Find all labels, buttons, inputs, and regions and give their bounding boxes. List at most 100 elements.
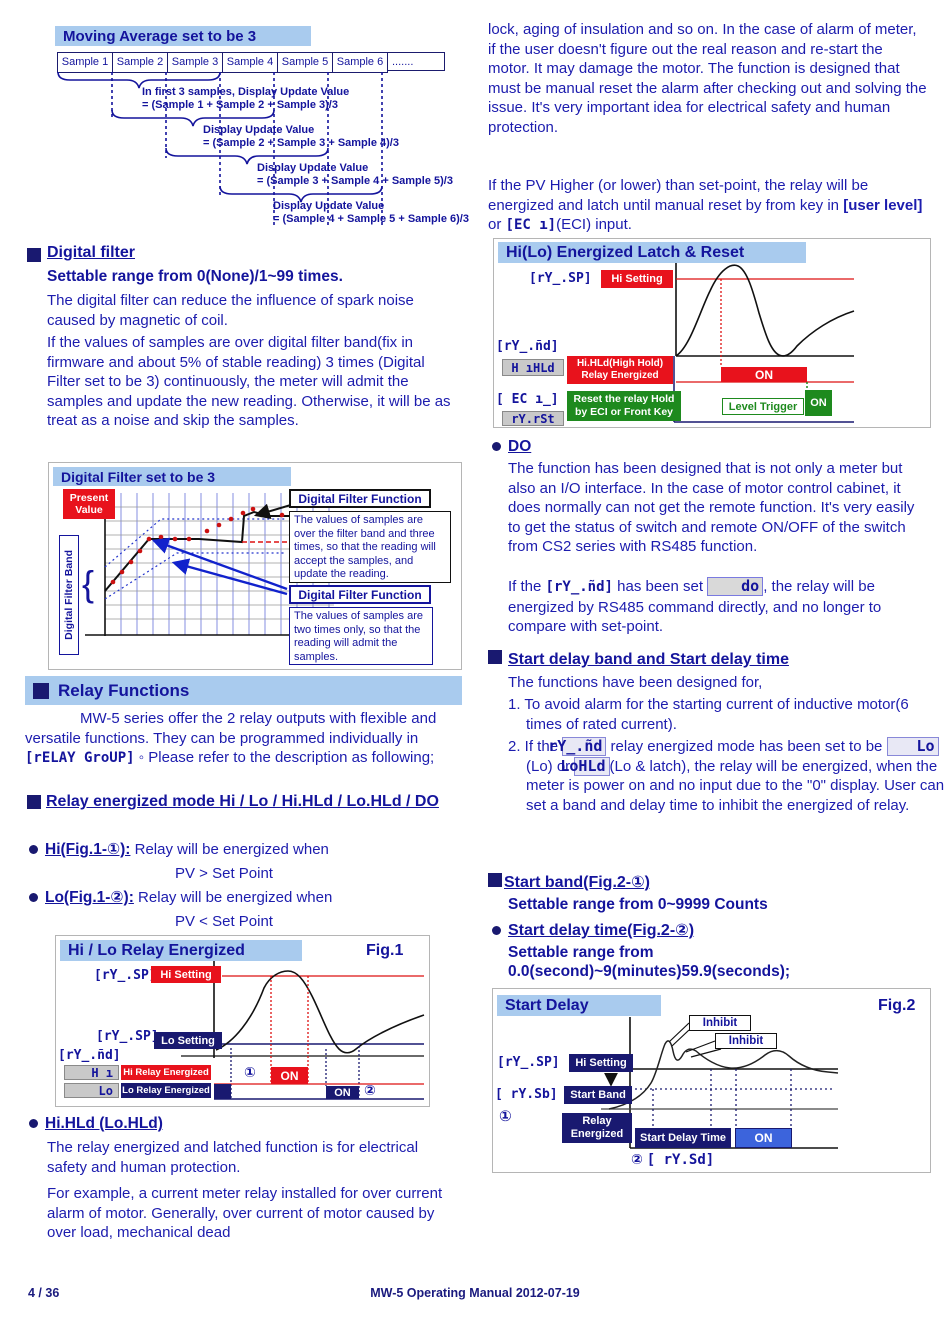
latch-plot — [673, 261, 855, 423]
hi-setting-box: Hi Setting — [151, 966, 221, 983]
hi-relay-energized-box: Hi Relay Energized — [121, 1065, 211, 1080]
header-square-icon — [33, 682, 49, 699]
df-diagram-title: Digital Filter set to be 3 — [61, 468, 216, 485]
rysp-hi-code: [rY_.SP] — [94, 968, 157, 983]
start-delay-time-heading: Start delay time(Fig.2-②) — [492, 920, 694, 940]
hihld-p2: For example, a current meter relay insta… — [47, 1185, 443, 1241]
digital-filter-p1: The digital filter can reduce the influe… — [47, 292, 414, 329]
start-delay-heading: Start delay band and Start delay time — [488, 650, 789, 669]
pv-curve — [608, 1040, 839, 1110]
bullet-square-icon — [27, 248, 41, 262]
avg-annotation-1: In first 3 samples, Display Update Value… — [142, 86, 350, 111]
user-level-bold: [user level] — [843, 196, 923, 214]
lo-on-box: ON — [326, 1086, 359, 1099]
circle-1: ① — [499, 1108, 512, 1125]
filter-band-lines — [104, 518, 286, 600]
df-plot — [85, 491, 349, 636]
df-callout1-title: Digital Filter Function — [289, 489, 431, 508]
fig2-title: Start Delay — [505, 996, 589, 1014]
hi-setting-box: Hi Setting — [569, 1054, 633, 1072]
eci-code: [ EC ı_] — [496, 392, 559, 407]
df-diagram-title-bar: Digital Filter set to be 3 — [53, 467, 291, 486]
bullet-dot-icon — [492, 926, 501, 935]
bullet-dot-icon — [29, 1119, 38, 1128]
lo-mode-line2: PV < Set Point — [175, 913, 273, 930]
start-delay-item2: 2. If the rY_.ñd relay energized mode ha… — [508, 737, 945, 814]
latch-title-bar: Hi(Lo) Energized Latch & Reset — [498, 242, 806, 263]
rysp-lo-code: [rY_.SP] — [96, 1029, 159, 1044]
callout2-arrow-2 — [171, 558, 288, 596]
hi-mode-line2: PV > Set Point — [175, 865, 273, 882]
moving-average-lines — [57, 71, 383, 226]
sample-box: Sample 5 — [277, 52, 333, 73]
lo-mode-bullet: Lo(Fig.1-②): Relay will be energized whe… — [29, 888, 459, 908]
rymd-code: [rY_.ñd] — [58, 1048, 121, 1063]
lo-inline-box: Lo — [886, 737, 939, 756]
hi-code-box: H ı — [64, 1065, 119, 1080]
rysp-code: [rY_.SP] — [529, 271, 592, 286]
fig1-title: Hi / Lo Relay Energized — [68, 941, 245, 959]
level-trigger-box: Level Trigger — [722, 398, 804, 415]
fig1-hi-lo-relay: Hi / Lo Relay Energized Fig.1 [rY_.SP] H… — [55, 935, 430, 1107]
lo-initial-on — [214, 1084, 231, 1099]
df-callout1-body: The values of samples are over the filte… — [289, 511, 451, 583]
fig2-start-delay: Start Delay Fig.2 Inhibit Inhibit [rY_.S… — [492, 988, 931, 1173]
footer-page-number: 4 / 36 — [28, 1286, 60, 1300]
fig2-label: Fig.2 — [878, 997, 916, 1014]
fig2-on-box: ON — [735, 1128, 792, 1148]
lo-code-box: Lo — [64, 1083, 119, 1098]
filter-band-axis-label: Digital Filter Band — [59, 535, 79, 655]
rymd-code: [rY_.ñd] — [496, 339, 559, 354]
rysp-code: [rY_.SP] — [497, 1055, 560, 1070]
digital-filter-diagram: Digital Filter set to be 3 Present Value … — [48, 462, 462, 670]
hihld-p1: The relay energized and latched function… — [47, 1139, 419, 1176]
df-callout2-title: Digital Filter Function — [289, 585, 431, 604]
ryrst-code-box: rY.rSt — [502, 411, 564, 426]
start-band-range: Settable range from 0~9999 Counts — [508, 896, 768, 913]
bullet-dot-icon — [29, 845, 38, 854]
df-callout2-body: The values of samples are two times only… — [289, 607, 433, 665]
do-p2: If the [rY_.ñd] has been set do, the rel… — [508, 577, 882, 635]
bullet-dot-icon — [492, 442, 501, 451]
moving-average-title: Moving Average set to be 3 — [63, 27, 257, 45]
do-p1: The function has been designed that is n… — [508, 460, 915, 555]
sample-box: Sample 1 — [57, 52, 113, 73]
rymd-inline-code: [rY_.ñd] — [545, 579, 613, 595]
rymd-inline-box: rY_.ñd — [548, 737, 607, 756]
do-heading: DO — [492, 437, 531, 457]
relay-functions-title: Relay Functions — [58, 680, 190, 700]
sample-box: Sample 6 — [332, 52, 388, 73]
start-band-box: Start Band — [564, 1086, 632, 1104]
relay-group-code: [rELAY GroUP] — [25, 750, 135, 766]
start-delay-time-range1: Settable range from — [508, 944, 654, 961]
hi-setting-box: Hi Setting — [601, 270, 673, 288]
lo-relay-energized-box: Lo Relay Energized — [121, 1083, 211, 1098]
fig1-title-bar: Hi / Lo Relay Energized — [60, 940, 302, 961]
footer-title: MW-5 Operating Manual 2012-07-19 — [370, 1286, 580, 1300]
circle-2: ② — [364, 1082, 376, 1098]
avg-annotation-2: Display Update Value = (Sample 2 + Sample… — [203, 124, 399, 149]
do-value-box: do — [707, 577, 764, 596]
moving-average-title-bar: Moving Average set to be 3 — [55, 26, 311, 46]
fig2-title-bar: Start Delay — [497, 995, 661, 1016]
fig1-label: Fig.1 — [366, 942, 404, 959]
relay-functions-header: Relay Functions — [25, 676, 462, 705]
latch-reset-figure: Hi(Lo) Energized Latch & Reset [rY_.SP] … — [493, 238, 931, 428]
latch-on-bar: ON — [721, 367, 807, 382]
avg-annotation-4: Display Update Value = (Sample 4 + Sample… — [273, 200, 469, 225]
bullet-square-icon — [488, 650, 502, 664]
rysb-code: [ rY.Sb] — [495, 1087, 558, 1102]
bullet-square-icon — [488, 873, 502, 887]
hihld-relay-box: Hi.HLd(High Hold) Relay Energized — [567, 356, 673, 384]
hi-on-box: ON — [271, 1067, 308, 1084]
fig1-plot — [181, 960, 425, 1100]
right-p1: lock, aging of insulation and so on. In … — [488, 21, 927, 136]
start-delay-time-box: Start Delay Time — [635, 1128, 731, 1148]
digital-filter-heading: Digital filter — [47, 244, 136, 261]
inhibit-box-2: Inhibit — [715, 1033, 777, 1049]
brace-group — [57, 71, 383, 203]
bullet-square-icon — [27, 795, 41, 809]
present-value-box: Present Value — [63, 489, 115, 519]
digital-filter-p2: If the values of samples are over digita… — [47, 334, 451, 429]
